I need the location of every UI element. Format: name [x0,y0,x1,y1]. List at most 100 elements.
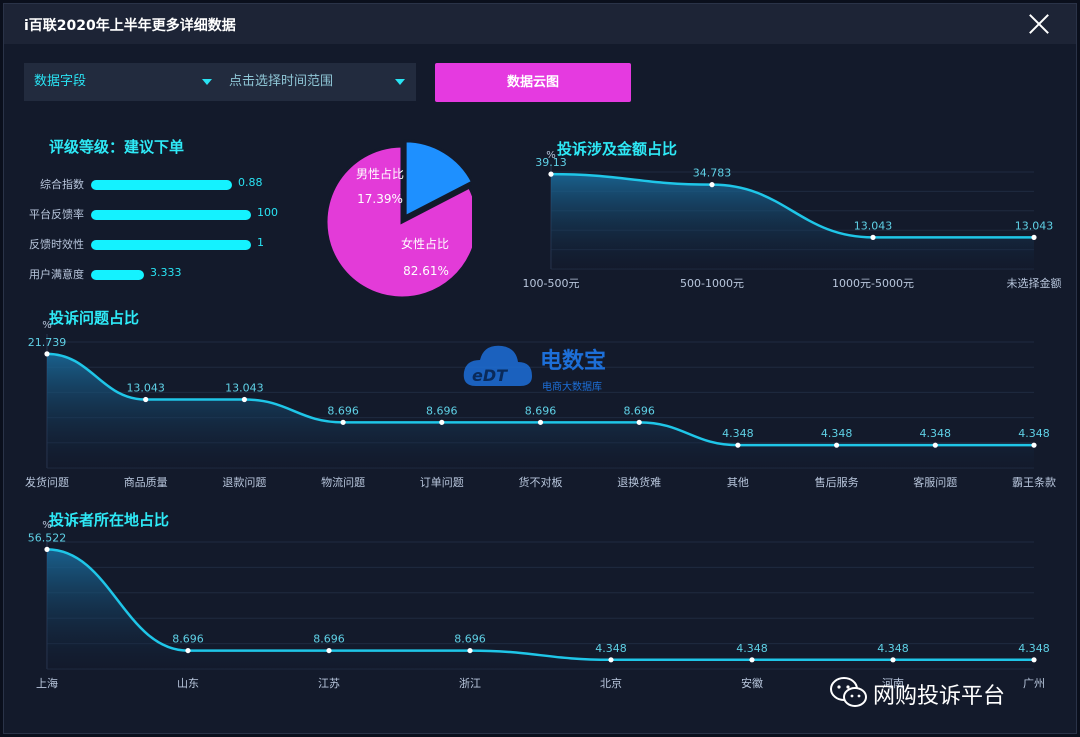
rating-bar-fill [91,270,144,280]
x-tick-label: 广州 [1023,677,1045,690]
data-point[interactable] [1031,657,1037,663]
wechat-watermark: 网购投诉平台 [829,672,1064,712]
data-point[interactable] [608,657,614,663]
data-label: 4.348 [877,642,909,655]
y-axis-unit: % [546,150,556,161]
time-range-dropdown[interactable]: 点击选择时间范围 [229,63,409,101]
x-tick-label: 100-500元 [523,277,580,290]
data-label: 4.348 [920,427,952,440]
rating-title: 评级等级：建议下单 [49,138,185,156]
data-point[interactable] [326,647,332,654]
location-chart-title: 投诉者所在地占比 [49,511,170,529]
rating-bar-row: 反馈时效性 1 [4,234,304,254]
data-point[interactable] [185,647,191,654]
x-tick-label: 河南 [882,677,904,690]
rating-bar-fill [91,210,251,220]
data-label: 13.043 [225,382,264,395]
series-area [47,353,1034,468]
x-tick-label: 霸王条款 [1012,475,1056,489]
x-tick-label: 退换货难 [617,475,661,489]
rating-bar-fill [91,240,251,250]
data-label: 34.783 [693,167,732,180]
data-point[interactable] [44,546,50,552]
x-tick-label: 上海 [36,676,58,690]
data-point[interactable] [537,419,544,425]
data-point[interactable] [143,396,149,403]
series-area [47,549,1034,669]
data-label: 13.043 [126,382,165,395]
series-area [551,174,1034,269]
male-slice[interactable] [403,139,472,220]
female-label: 女性占比 [401,236,449,251]
data-label: 4.348 [821,427,853,440]
data-point[interactable] [241,396,247,403]
data-point[interactable] [439,419,445,425]
rating-bar-row: 综合指数 0.88 [4,174,304,194]
data-label: 4.348 [1018,642,1050,655]
male-label: 男性占比 [356,166,404,181]
data-point[interactable] [1031,442,1037,448]
x-tick-label: 商品质量 [124,475,168,489]
rating-bar-fill [91,180,232,190]
title-bar: i百联2020年上半年更多详细数据 [4,4,1076,44]
rating-bar-value: 3.333 [150,266,182,279]
x-tick-label: 售后服务 [815,475,859,489]
data-point[interactable] [1031,234,1037,240]
amount-chart-title: 投诉涉及金额占比 [557,140,678,158]
data-point[interactable] [890,657,896,663]
rating-bar-row: 平台反馈率 100 [4,204,304,224]
data-point[interactable] [44,351,50,357]
amount-chart: %39.13 100-500元 34.783 500-1000元 13.043 1000元… [523,150,1062,290]
data-point[interactable] [340,419,346,425]
data-label: 8.696 [327,404,359,417]
data-label: 8.696 [454,633,486,646]
data-point[interactable] [834,442,840,448]
data-label: 13.043 [1015,219,1054,232]
x-tick-label: 500-1000元 [680,277,744,290]
x-tick-label: 北京 [600,676,622,690]
gender-pie-chart: 男性占比 17.39% 女性占比 82.61% [324,139,472,300]
window-title: i百联2020年上半年更多详细数据 [24,18,236,34]
data-point[interactable] [636,419,642,425]
wechat-icon [830,677,867,707]
issue-chart-title: 投诉问题占比 [49,309,140,327]
rating-bar-label: 反馈时效性 [29,238,84,251]
data-label: 39.13 [535,156,567,169]
y-axis-unit: % [42,520,52,531]
x-tick-label: 物流问题 [321,475,365,489]
x-tick-label: 未选择金额 [1007,276,1062,290]
data-label: 8.696 [525,404,557,417]
data-label: 21.739 [28,336,67,349]
data-label: 8.696 [426,404,458,417]
data-label: 13.043 [854,219,893,232]
data-label: 8.696 [172,633,204,646]
x-tick-label: 江苏 [318,677,340,690]
data-point[interactable] [749,657,755,663]
rating-bar-row: 用户满意度 3.333 [4,264,304,284]
data-point[interactable] [709,182,715,188]
edt-logo: eDT 电数宝 电商大数据库 [463,345,606,393]
data-label: 4.348 [1018,427,1050,440]
data-point[interactable] [548,171,554,177]
x-tick-label: 客服问题 [913,475,957,489]
dialog-window: i百联2020年上半年更多详细数据 数据字段 点击选择时间范围 数据云图 评级等… [3,3,1077,734]
data-label: 4.348 [595,642,627,655]
data-point[interactable] [735,442,741,448]
data-cloud-button[interactable]: 数据云图 [435,63,631,102]
female-slice[interactable] [324,144,472,300]
data-point[interactable] [467,647,473,654]
data-label: 56.522 [28,531,67,544]
x-tick-label: 订单问题 [420,476,464,489]
field-dropdown[interactable]: 数据字段 [34,63,214,101]
watermark-text: 网购投诉平台 [873,684,1006,709]
filter-bar: 数据字段 点击选择时间范围 [24,63,416,101]
edt-logo-brand: 电数宝 [540,348,606,374]
data-point[interactable] [932,442,938,448]
rating-bar-label: 平台反馈率 [29,208,84,221]
x-tick-label: 山东 [177,677,199,690]
data-label: 4.348 [722,427,754,440]
rating-bar-label: 用户满意度 [29,268,84,281]
data-point[interactable] [870,234,876,240]
female-pct: 82.61% [403,264,449,278]
x-tick-label: 货不对板 [519,475,563,489]
